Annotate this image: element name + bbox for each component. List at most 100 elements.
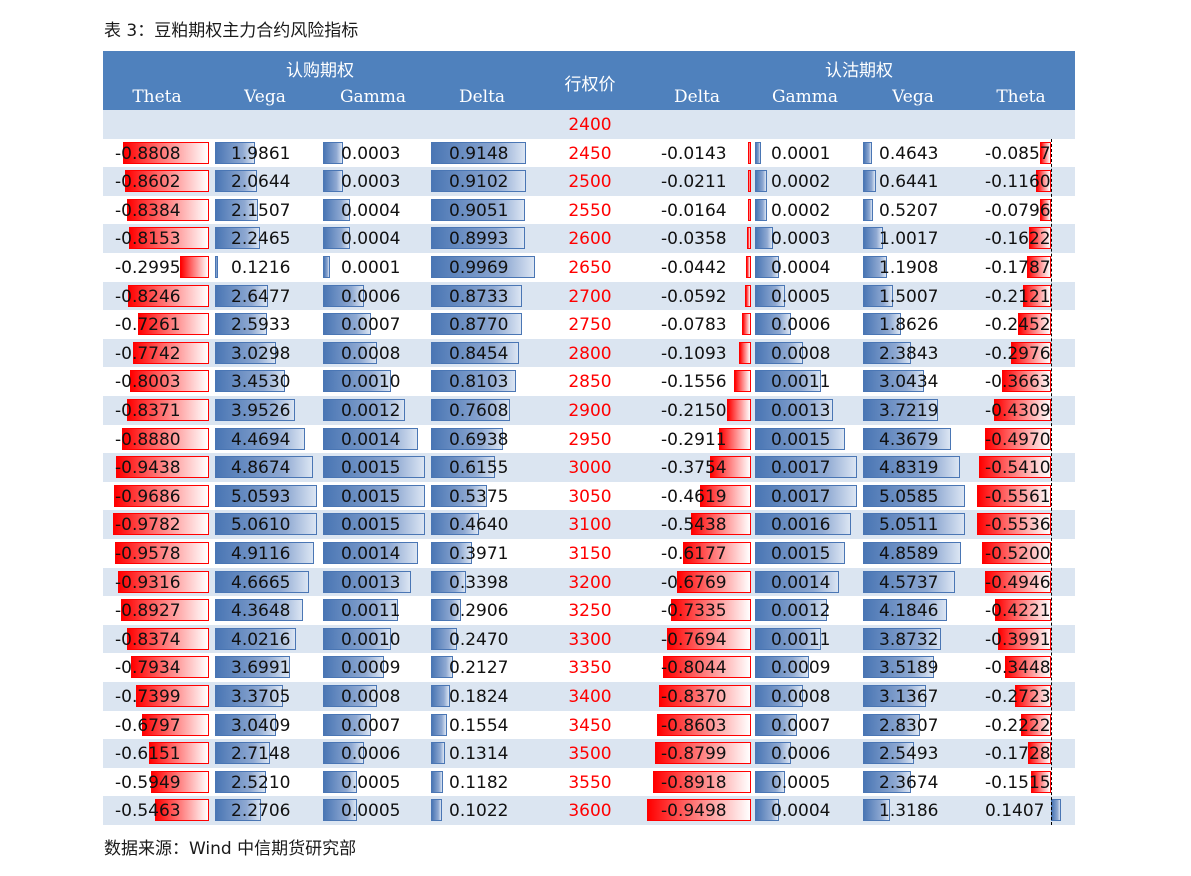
data-bar: [863, 198, 874, 221]
data-bar: [431, 685, 451, 707]
cell-value: -0.9316: [115, 572, 181, 593]
strike-price: 2600: [568, 229, 612, 250]
cell-value: 0.0002: [771, 172, 831, 193]
p-gamma-cell: 0.0009: [751, 653, 859, 682]
cell-value: 0.0013: [341, 572, 401, 593]
p-vega-cell: 5.0511: [859, 510, 967, 539]
data-bar: [1021, 713, 1051, 736]
data-bar: [215, 713, 277, 736]
data-bar: [124, 170, 209, 193]
cell-value: 4.8674: [231, 458, 291, 479]
data-bar: [133, 341, 209, 364]
c-theta-cell: -0.8371: [103, 396, 211, 425]
p-gamma-cell: 0.0004: [751, 253, 859, 282]
c-gamma-cell: 0.0008: [319, 682, 427, 711]
p-theta-cell: -0.4970: [967, 425, 1075, 454]
data-bar: [985, 570, 1051, 593]
table-caption: 表 3：豆粕期权主力合约风险指标: [104, 21, 359, 41]
table-row: 3300 -0.8374 4.0216 0.0010 0.2470 -0.7694 0.00…: [103, 624, 1075, 654]
c-gamma-cell: 0.0006: [319, 739, 427, 768]
p-theta-cell: -0.1787: [967, 253, 1075, 282]
c-delta-cell: 0.2906: [427, 596, 537, 625]
p-vega-cell: [859, 110, 967, 139]
data-bar: [727, 399, 751, 421]
data-bar: [323, 399, 405, 421]
c-vega-cell: 4.4694: [211, 425, 319, 454]
p-theta-cell: -0.4309: [967, 396, 1075, 425]
c-gamma-cell: 0.0007: [319, 711, 427, 740]
data-bar: [431, 484, 488, 507]
data-bar: [691, 513, 751, 536]
table-row: 3000 -0.9438 4.8674 0.0015 0.6155 -0.3754 0.00…: [103, 453, 1075, 482]
cell-value: 0.0003: [341, 143, 401, 164]
data-bar: [215, 141, 256, 164]
cell-value: -0.6797: [115, 715, 181, 736]
data-bar: [117, 570, 209, 593]
put-theta-header: Theta: [996, 87, 1046, 107]
data-bar: [755, 713, 797, 736]
p-theta-cell: -0.0857: [967, 139, 1075, 168]
c-delta-cell: 0.9051: [427, 196, 537, 225]
c-delta-cell: 0.8733: [427, 282, 537, 311]
cell-value: 0.0004: [341, 200, 401, 221]
data-bar: [719, 427, 751, 450]
p-vega-cell: 0.4643: [859, 139, 967, 168]
cell-value: 1.8626: [879, 315, 939, 336]
p-gamma-cell: 0.0006: [751, 739, 859, 768]
cell-value: 4.3679: [879, 429, 939, 450]
cell-value: 0.0015: [771, 429, 831, 450]
table-row: 2450 -0.8808 1.9861 0.0003 0.9148 -0.0143 0.00…: [103, 139, 1075, 168]
cell-value: -0.8384: [115, 200, 181, 221]
data-bar: [215, 599, 303, 622]
c-vega-cell: 5.0593: [211, 482, 319, 511]
cell-value: 0.3971: [449, 544, 509, 564]
data-bar: [113, 484, 209, 507]
data-bar: [1005, 656, 1051, 679]
p-vega-cell: 2.8307: [859, 711, 967, 740]
table-row: 3250 -0.8927 4.3648 0.0011 0.2906 -0.7335 0.00…: [103, 596, 1075, 625]
cell-value: -0.5438: [661, 515, 727, 536]
c-theta-cell: -0.9686: [103, 482, 211, 511]
data-bar: [984, 427, 1051, 450]
cell-value: 0.9051: [449, 200, 509, 221]
c-gamma-cell: 0.0007: [319, 310, 427, 339]
table-row: 3500 -0.6151 2.7148 0.0006 0.1314 -0.8799 0.00…: [103, 739, 1075, 768]
data-bar: [977, 513, 1051, 536]
c-vega-cell: 2.1507: [211, 196, 319, 225]
c-theta-cell: -0.6797: [103, 711, 211, 740]
cell-value: -0.7399: [115, 687, 181, 707]
cell-value: 0.8993: [449, 229, 509, 250]
c-theta-cell: -0.9438: [103, 453, 211, 482]
cell-value: -0.5949: [115, 772, 181, 793]
p-vega-cell: 4.1846: [859, 596, 967, 625]
table-row: 2600 -0.8153 2.2465 0.0004 0.8993 -0.0358 0.00…: [103, 224, 1075, 253]
data-bar: [215, 542, 314, 564]
cell-value: 1.1908: [879, 258, 939, 278]
cell-value: 0.0004: [341, 229, 401, 250]
data-bar: [755, 742, 791, 765]
p-delta-cell: -0.0358: [643, 224, 751, 253]
p-vega-cell: 1.0017: [859, 224, 967, 253]
table-row: 3550 -0.5949 2.5210 0.0005 0.1182 -0.8918 0.00…: [103, 768, 1075, 797]
data-bar: [1029, 227, 1051, 250]
data-bar: [431, 313, 523, 336]
c-vega-cell: 0.1216: [211, 253, 319, 282]
cell-value: 0.0008: [341, 687, 401, 707]
p-delta-cell: -0.0164: [643, 196, 751, 225]
data-bar: [755, 770, 785, 793]
cell-value: 0.0014: [341, 429, 401, 450]
p-vega-cell: 4.3679: [859, 425, 967, 454]
table-row: 3350 -0.7934 3.6991 0.0009 0.2127 -0.8044 0.00…: [103, 653, 1075, 682]
data-bar: [863, 341, 912, 364]
c-theta-cell: -0.8246: [103, 282, 211, 311]
p-gamma-cell: 0.0012: [751, 596, 859, 625]
p-theta-cell: -0.5200: [967, 539, 1075, 568]
cell-value: 0.0015: [341, 486, 401, 507]
c-delta-cell: 0.1182: [427, 768, 537, 797]
p-delta-cell: -0.0783: [643, 310, 751, 339]
data-bar: [215, 742, 270, 765]
p-delta-cell: -0.1556: [643, 367, 751, 396]
data-bar: [323, 570, 412, 593]
cell-value: 0.0013: [771, 401, 831, 421]
cell-value: -0.8880: [115, 429, 181, 450]
